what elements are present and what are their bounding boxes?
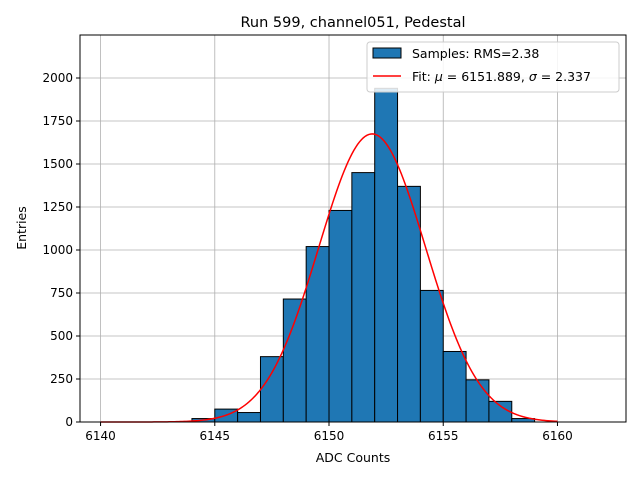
histogram-bar — [465, 379, 490, 423]
legend-box — [366, 41, 620, 93]
histogram-bar — [328, 209, 353, 423]
y-tick-label: 250 — [50, 372, 73, 386]
y-tick-label: 500 — [50, 329, 73, 343]
y-axis-label: Entries — [14, 206, 29, 250]
y-tick-label: 750 — [50, 286, 73, 300]
y-tick-label: 0 — [65, 415, 73, 429]
legend: Samples: RMS=2.38 Fit: μ = 6151.889, σ =… — [366, 41, 620, 93]
histogram-bar — [305, 246, 330, 423]
histogram-bar — [282, 298, 307, 423]
x-tick-label: 6160 — [542, 429, 573, 443]
histogram-bar — [419, 289, 444, 423]
y-tick-label: 2000 — [42, 71, 73, 85]
histogram-bar — [442, 350, 467, 423]
histogram-bar — [374, 87, 399, 423]
histogram-bar — [237, 412, 261, 423]
histogram-bar — [351, 172, 376, 423]
y-tick-label: 1750 — [42, 114, 73, 128]
y-axis-ticks: 0 250 500 750 1000 1250 1500 1750 2000 — [42, 71, 80, 429]
histogram-bars — [191, 87, 536, 423]
plot-frame — [79, 34, 627, 423]
x-tick-label: 6145 — [200, 429, 231, 443]
legend-fit-label: Fit: μ = 6151.889, σ = 2.337 — [412, 69, 591, 84]
x-tick-label: 6140 — [85, 429, 116, 443]
x-axis-ticks: 6140 6145 6150 6155 6160 — [85, 422, 573, 443]
legend-samples-swatch — [372, 47, 402, 59]
histogram-bar — [259, 356, 284, 423]
chart-title: Run 599, channel051, Pedestal — [240, 15, 465, 31]
x-tick-label: 6155 — [428, 429, 459, 443]
x-tick-label: 6150 — [314, 429, 345, 443]
y-tick-label: 1000 — [42, 243, 73, 257]
y-tick-label: 1500 — [42, 157, 73, 171]
legend-samples-label: Samples: RMS=2.38 — [412, 46, 539, 61]
y-tick-label: 1250 — [42, 200, 73, 214]
x-axis-label: ADC Counts — [316, 450, 391, 465]
